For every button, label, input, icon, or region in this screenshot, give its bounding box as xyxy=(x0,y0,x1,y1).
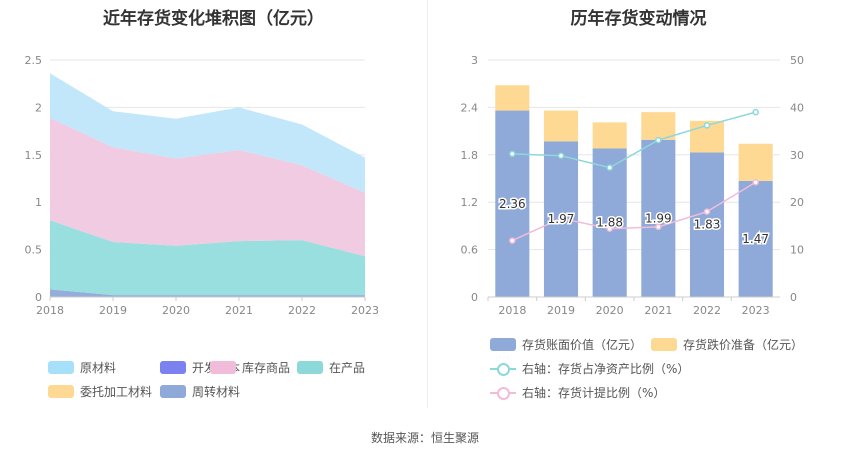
line-point-0 xyxy=(509,150,516,158)
legend-swatch xyxy=(297,361,323,374)
y-tick-label: 1.8 xyxy=(461,149,479,162)
x-tick-label: 2019 xyxy=(547,304,575,317)
y-tick-label: 0.6 xyxy=(461,244,479,257)
line-point-1 xyxy=(509,237,516,244)
x-tick-label: 2020 xyxy=(596,304,624,317)
bar-book-value xyxy=(689,152,725,297)
legend-label: 右轴：存货占净资产比例（%） xyxy=(522,362,690,376)
legend-item-book-value[interactable]: 存货账面价值（亿元） xyxy=(490,336,642,353)
bar-provision xyxy=(738,143,773,181)
line-point-1 xyxy=(606,225,613,232)
stacked-area-chart: 0 0.5 1 1.5 2 2.5 2018 2019 2020 2021 2022 2023 xyxy=(25,54,380,317)
y-tick-label: 0 xyxy=(35,291,42,304)
line-point-1 xyxy=(752,179,759,186)
y-tick-label: 2.5 xyxy=(25,54,43,67)
legend-label: 在产品 xyxy=(329,361,366,375)
bar-provision xyxy=(641,112,676,140)
left-chart-title: 近年存货变化堆积图（亿元） xyxy=(103,9,324,29)
y-tick-label: 3 xyxy=(471,54,478,67)
legend-item-raw-materials[interactable]: 原材料 xyxy=(48,359,116,376)
x-tick-label: 2021 xyxy=(644,304,672,317)
area-series-库存商品 xyxy=(50,117,365,257)
legend-swatch xyxy=(48,385,74,398)
y2-tick-label: 50 xyxy=(790,54,804,67)
x-tick-label: 2021 xyxy=(225,304,253,317)
legend-swatch xyxy=(651,338,677,351)
legend-label: 右轴：存货计提比例（%） xyxy=(522,386,666,400)
data-source-note: 数据来源：恒生聚源 xyxy=(370,431,479,445)
y2-tick-label: 10 xyxy=(790,244,804,257)
line-point-0 xyxy=(606,164,613,171)
y2-tick-label: 0 xyxy=(790,291,797,304)
bar-provision xyxy=(592,122,627,149)
legend-item-work-in-progress[interactable]: 在产品 xyxy=(297,359,365,376)
line-point-0 xyxy=(703,122,711,129)
bar-book-value xyxy=(592,148,627,297)
x-tick-label: 2022 xyxy=(693,304,721,317)
legend-label: 委托加工材料 xyxy=(80,385,153,399)
bar-provision xyxy=(495,85,530,111)
x-tick-label: 2018 xyxy=(498,304,526,317)
legend-line-marker xyxy=(490,362,516,376)
line-point-1 xyxy=(655,223,662,231)
bar-data-label: 1.47 xyxy=(742,232,769,246)
line-series-0 xyxy=(512,111,756,169)
legend-label: 存货跌价准备（亿元） xyxy=(683,338,804,352)
bar-provision xyxy=(543,110,579,142)
legend-swatch xyxy=(160,361,186,374)
line-point-0 xyxy=(752,108,759,116)
x-tick-label: 2023 xyxy=(742,304,770,317)
legend-swatch xyxy=(490,338,516,351)
legend-item-consigned-materials[interactable]: 委托加工材料 xyxy=(48,383,152,400)
y2-tick-label: 30 xyxy=(790,149,804,162)
x-tick-label: 2019 xyxy=(99,304,127,317)
x-tick-label: 2023 xyxy=(351,304,379,317)
line-point-1 xyxy=(557,215,565,222)
bar-data-label: 1.88 xyxy=(596,216,623,230)
legend-item-provision-ratio[interactable]: 右轴：存货计提比例（%） xyxy=(490,384,665,401)
line-point-0 xyxy=(655,136,662,144)
line-series-1 xyxy=(512,181,757,242)
x-tick-label: 2022 xyxy=(288,304,316,317)
bar-data-label: 1.99 xyxy=(645,211,672,225)
y-tick-label: 2 xyxy=(35,101,42,114)
y-tick-label: 0.5 xyxy=(25,244,43,257)
legend-swatch xyxy=(48,361,74,374)
legend-item-finished-goods[interactable]: 库存商品 xyxy=(210,359,290,376)
bar-book-value xyxy=(738,180,773,297)
legend-label: 周转材料 xyxy=(192,385,241,399)
area-series-原材料 xyxy=(50,73,365,193)
right-chart-title: 历年存货变动情况 xyxy=(570,9,707,29)
legend-item-turnover-materials[interactable]: 周转材料 xyxy=(160,383,240,400)
x-tick-label: 2020 xyxy=(162,304,190,317)
y-tick-label: 1.5 xyxy=(25,149,43,162)
bar-book-value xyxy=(641,139,676,297)
bar-data-label: 1.97 xyxy=(548,212,575,226)
legend-label: 存货账面价值（亿元） xyxy=(522,338,643,352)
y-tick-label: 0 xyxy=(471,291,478,304)
panel-divider xyxy=(427,0,428,408)
legend-item-inventory-to-net-assets[interactable]: 右轴：存货占净资产比例（%） xyxy=(490,360,689,377)
legend-swatch xyxy=(160,385,186,398)
y-tick-label: 1 xyxy=(35,196,42,209)
legend-line-marker xyxy=(490,386,516,400)
line-point-0 xyxy=(557,152,565,159)
bar-book-value xyxy=(495,110,530,297)
y-tick-label: 2.4 xyxy=(461,101,479,114)
area-series-在产品 xyxy=(50,220,365,296)
y2-tick-label: 40 xyxy=(790,101,804,114)
x-tick-label: 2018 xyxy=(36,304,64,317)
line-point-1 xyxy=(703,208,711,215)
legend-item-impairment-provision[interactable]: 存货跌价准备（亿元） xyxy=(651,336,803,353)
y-tick-label: 1.2 xyxy=(461,196,479,209)
legend-swatch xyxy=(210,361,236,374)
bar-data-label: 1.83 xyxy=(694,218,721,232)
bar-data-label: 2.36 xyxy=(499,197,526,211)
legend-label: 库存商品 xyxy=(242,361,291,375)
legend-label: 原材料 xyxy=(80,361,117,375)
y2-tick-label: 20 xyxy=(790,196,804,209)
